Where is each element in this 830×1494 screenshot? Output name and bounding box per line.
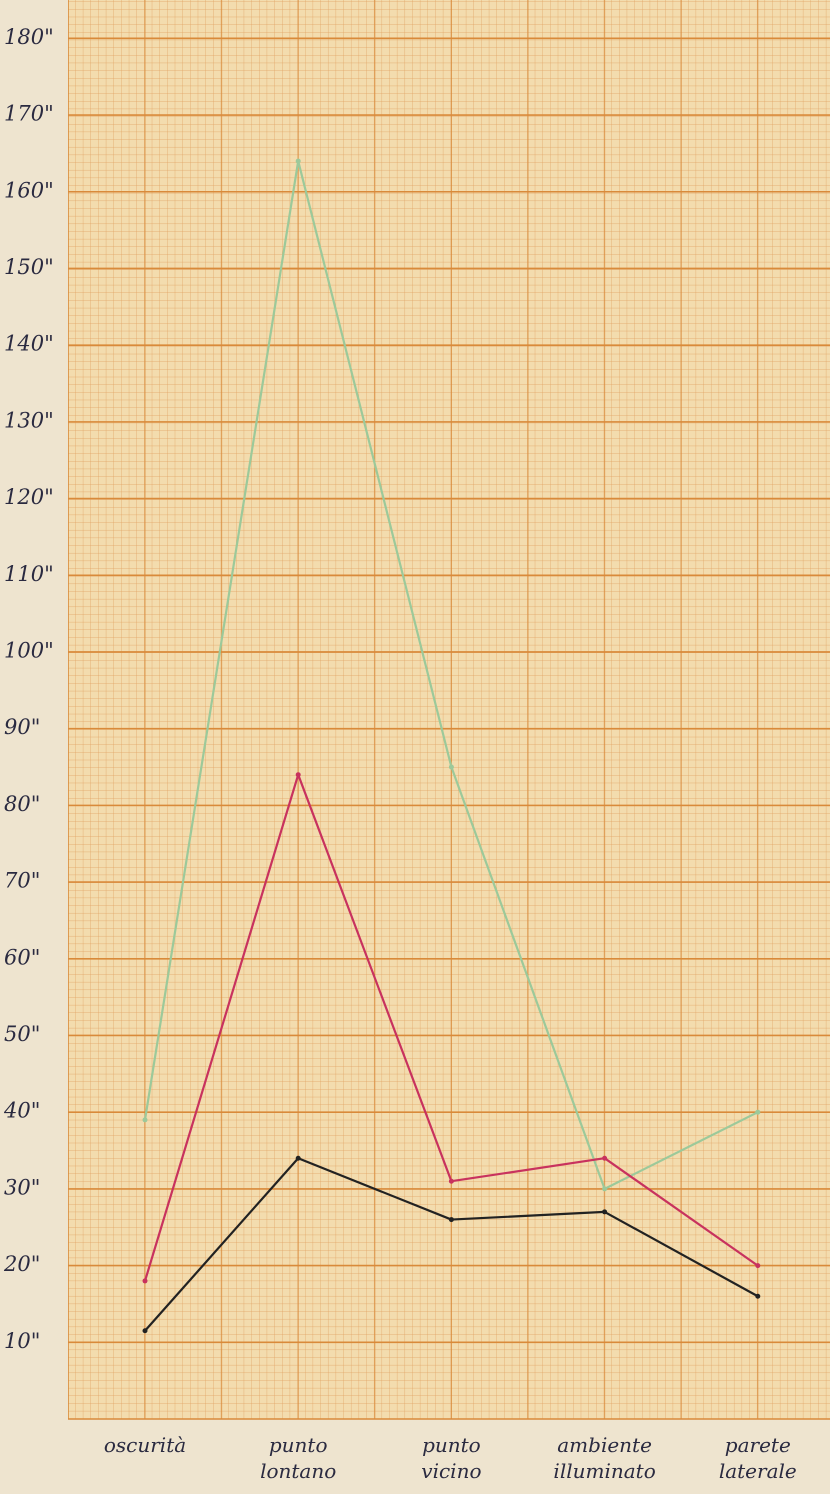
point bbox=[602, 1186, 607, 1191]
major-grid bbox=[68, 0, 830, 1419]
point bbox=[449, 1179, 454, 1184]
y-tick-label: 110" bbox=[4, 562, 54, 586]
point bbox=[296, 1156, 301, 1161]
point bbox=[755, 1263, 760, 1268]
point bbox=[296, 159, 301, 164]
y-tick-label: 70" bbox=[4, 869, 40, 893]
point bbox=[296, 772, 301, 777]
point bbox=[143, 1328, 148, 1333]
point bbox=[602, 1209, 607, 1214]
point bbox=[449, 1217, 454, 1222]
y-tick-label: 170" bbox=[4, 102, 54, 126]
point bbox=[143, 1278, 148, 1283]
x-tick-label: punto vicino bbox=[391, 1432, 511, 1484]
point bbox=[143, 1117, 148, 1122]
x-tick-label: punto lontano bbox=[238, 1432, 358, 1484]
chart-svg: 10" 20" 30" 40" 50" 60" 70" 80" 90" 100" 110" 120" 1… bbox=[0, 0, 830, 1494]
y-tick-label: 150" bbox=[4, 255, 54, 279]
y-tick-label: 20" bbox=[3, 1252, 40, 1276]
point bbox=[449, 765, 454, 770]
y-tick-label: 100" bbox=[4, 638, 54, 662]
point bbox=[755, 1294, 760, 1299]
y-tick-label: 160" bbox=[4, 178, 54, 202]
y-tick-label: 10" bbox=[4, 1329, 40, 1353]
y-tick-label: 30" bbox=[4, 1175, 40, 1199]
x-tick-label: ambiente illuminato bbox=[545, 1432, 665, 1484]
chart: 10" 20" 30" 40" 50" 60" 70" 80" 90" 100" 110" 120" 1… bbox=[0, 0, 830, 1494]
y-tick-label: 80" bbox=[4, 792, 40, 816]
y-tick-label: 180" bbox=[4, 25, 54, 49]
x-tick-label: oscurità bbox=[85, 1432, 205, 1458]
y-tick-label: 60" bbox=[4, 945, 40, 969]
y-tick-label: 50" bbox=[4, 1022, 40, 1046]
x-tick-label: parete laterale bbox=[698, 1432, 818, 1484]
point bbox=[602, 1156, 607, 1161]
y-tick-label: 40" bbox=[3, 1099, 40, 1123]
y-tick-label: 90" bbox=[4, 715, 40, 739]
y-tick-label: 140" bbox=[4, 332, 54, 356]
y-tick-label: 120" bbox=[4, 485, 54, 509]
y-tick-label: 130" bbox=[4, 408, 54, 432]
point bbox=[755, 1110, 760, 1115]
